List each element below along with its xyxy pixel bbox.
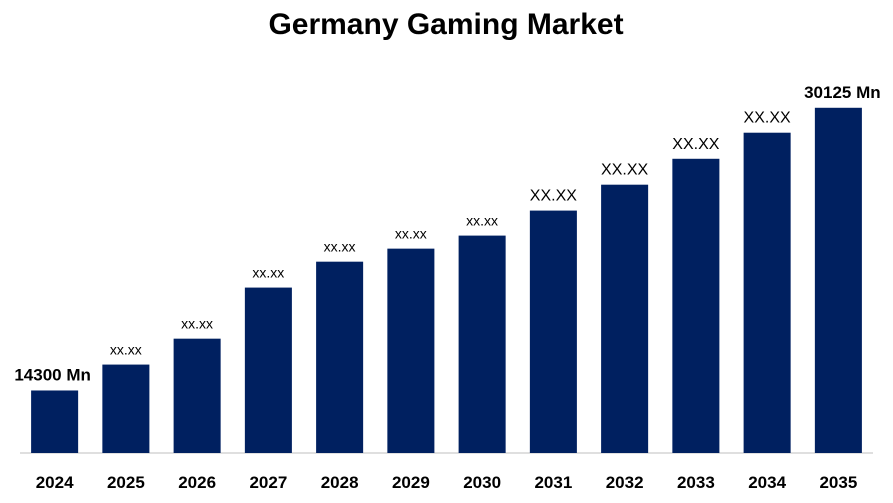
data-label: xx.xx (181, 316, 213, 332)
data-label: 14300 Mn (14, 365, 91, 384)
bar (31, 390, 79, 453)
x-tick-label: 2025 (107, 473, 145, 492)
data-label: 30125 Mn (804, 83, 881, 102)
x-tick-label: 2028 (321, 473, 359, 492)
x-tick-label: 2032 (606, 473, 644, 492)
x-tick-label: 2026 (178, 473, 216, 492)
data-label: xx.xx (466, 213, 498, 229)
data-label: xx.xx (324, 239, 356, 255)
bar (601, 184, 649, 454)
bar (244, 287, 292, 453)
x-tick-label: 2024 (36, 473, 74, 492)
chart-title: Germany Gaming Market (268, 8, 623, 41)
x-tick-label: 2031 (534, 473, 572, 492)
data-label: xx.xx (395, 226, 427, 242)
bar (743, 132, 791, 453)
data-label: XX.XX (672, 136, 719, 153)
data-label: XX.XX (530, 188, 577, 205)
x-tick-label: 2033 (677, 473, 715, 492)
x-tick-label: 2035 (819, 473, 857, 492)
bar (458, 235, 506, 453)
bar (102, 364, 150, 453)
bar (173, 338, 221, 453)
data-label: xx.xx (252, 265, 284, 281)
bar (814, 107, 862, 454)
data-label: XX.XX (744, 110, 791, 127)
data-label: xx.xx (110, 342, 142, 358)
bar (529, 210, 577, 453)
bar (672, 158, 720, 454)
x-tick-label: 2029 (392, 473, 430, 492)
x-tick-label: 2034 (748, 473, 786, 492)
data-label: XX.XX (601, 162, 648, 179)
bar (387, 248, 435, 453)
x-tick-label: 2027 (249, 473, 287, 492)
x-tick-label: 2030 (463, 473, 501, 492)
bar (316, 261, 364, 453)
